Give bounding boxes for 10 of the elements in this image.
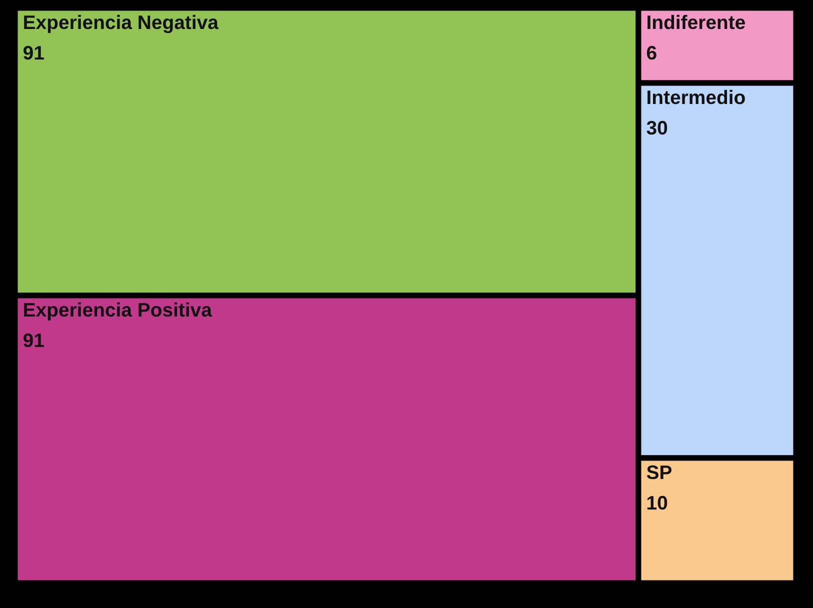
- data-label: 91: [23, 46, 44, 60]
- category-label: SP: [646, 465, 672, 480]
- category-label: Experiencia Positiva: [24, 302, 212, 321]
- category-label: Experiencia Negativa: [24, 14, 219, 34]
- data-label: 91: [23, 333, 44, 348]
- data-label: 30: [646, 120, 668, 135]
- category-label: Intermedio: [648, 90, 745, 104]
- data-label: 6: [646, 46, 656, 60]
- data-label: 10: [647, 496, 668, 510]
- category-label: Indiferente: [648, 14, 745, 30]
